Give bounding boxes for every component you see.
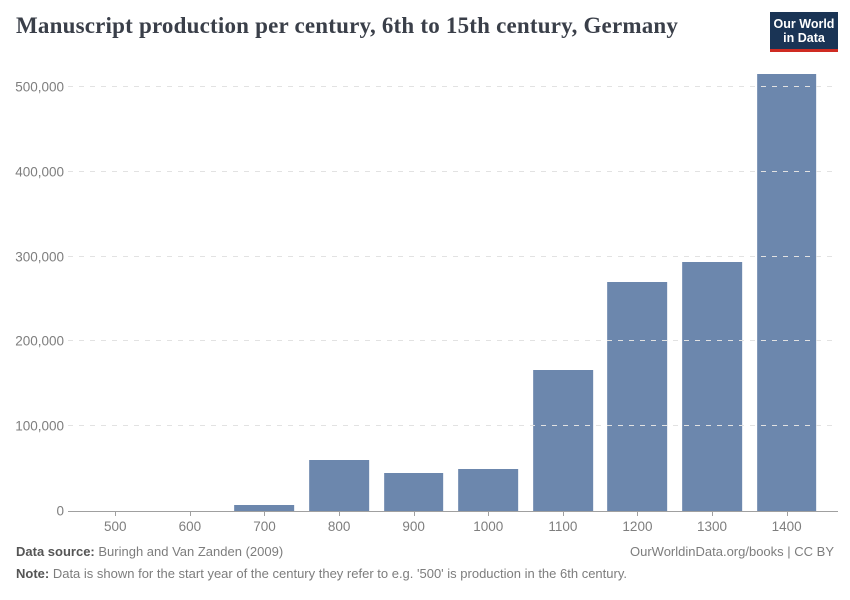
- bar-1400[interactable]: [756, 74, 817, 511]
- note-label: Note:: [16, 566, 50, 581]
- bar-group-900: 900: [376, 60, 451, 534]
- bar-group-1300: 1300: [675, 60, 750, 534]
- x-axis-tick-label: 700: [253, 519, 276, 534]
- bar-group-700: 700: [227, 60, 302, 534]
- bar-group-600: 600: [153, 60, 228, 534]
- y-axis-tick-label: 0: [56, 503, 64, 519]
- y-axis: 0 100,000 200,000 300,000 400,000 500,000: [0, 60, 64, 519]
- x-axis-tick-label: 500: [104, 519, 127, 534]
- bar-chart: 0 100,000 200,000 300,000 400,000 500,000 500…: [0, 60, 850, 540]
- x-axis-tick: [712, 512, 714, 516]
- x-axis-tick: [339, 512, 341, 516]
- x-axis-tick-label: 1400: [771, 519, 802, 534]
- bar-bands: 500 600 700 800 900 1000 1100 1200 1300 1400: [78, 60, 824, 534]
- bar-900[interactable]: [383, 472, 444, 511]
- plot-area: 500 600 700 800 900 1000 1100 1200 1300 1400: [68, 60, 838, 534]
- y-axis-tick-label: 500,000: [15, 79, 64, 95]
- data-source-label: Data source:: [16, 544, 95, 559]
- x-axis-tick-label: 900: [402, 519, 425, 534]
- gridline-400000: [68, 170, 838, 172]
- x-axis-tick-label: 1200: [622, 519, 653, 534]
- bar-group-500: 500: [78, 60, 153, 534]
- x-axis-tick: [413, 512, 415, 516]
- x-axis-tick: [115, 512, 117, 516]
- x-axis-tick-label: 1300: [697, 519, 728, 534]
- footer-note: Note: Data is shown for the start year o…: [16, 566, 834, 582]
- owid-logo-stripe: [770, 49, 838, 52]
- bar-1300[interactable]: [682, 261, 742, 511]
- bar-group-800: 800: [302, 60, 377, 534]
- x-axis-tick-label: 1100: [548, 519, 578, 534]
- credit-link[interactable]: OurWorldinData.org/books | CC BY: [630, 544, 834, 559]
- bar-group-1100: 1100: [526, 60, 601, 534]
- bar-1200[interactable]: [607, 282, 668, 511]
- note-text: Data is shown for the start year of the …: [49, 566, 627, 581]
- y-axis-tick-label: 200,000: [15, 333, 64, 349]
- x-axis-tick-label: 1000: [473, 519, 504, 534]
- bar-group-1400: 1400: [749, 60, 824, 534]
- y-axis-tick-label: 100,000: [15, 418, 64, 434]
- gridline-300000: [68, 255, 838, 257]
- chart-title: Manuscript production per century, 6th t…: [16, 13, 679, 38]
- chart-footer: Data source: Buringh and Van Zanden (200…: [16, 544, 834, 582]
- bar-1100[interactable]: [533, 370, 593, 511]
- x-axis-tick: [786, 512, 788, 516]
- bar-700[interactable]: [234, 504, 295, 511]
- x-axis-tick: [264, 512, 266, 516]
- bar-group-1000: 1000: [451, 60, 526, 534]
- gridline-500000: [68, 86, 838, 88]
- x-axis-tick: [637, 512, 639, 516]
- gridline-200000: [68, 340, 838, 342]
- data-source-text: Buringh and Van Zanden (2009): [94, 544, 284, 559]
- x-axis-tick: [189, 512, 191, 516]
- x-axis-tick-label: 600: [178, 519, 202, 534]
- data-source: Data source: Buringh and Van Zanden (200…: [16, 544, 283, 560]
- x-axis-tick: [562, 512, 564, 516]
- gridline-100000: [68, 425, 838, 427]
- owid-logo[interactable]: Our World in Data: [770, 12, 838, 52]
- y-axis-tick-label: 300,000: [15, 249, 64, 265]
- bar-1000[interactable]: [458, 469, 519, 511]
- footer-source-row: Data source: Buringh and Van Zanden (200…: [16, 544, 834, 560]
- owid-logo-line1: Our World: [773, 17, 835, 31]
- x-axis-tick: [488, 512, 490, 516]
- bar-group-1200: 1200: [600, 60, 675, 534]
- owid-logo-box: Our World in Data: [770, 12, 838, 49]
- bar-800[interactable]: [309, 460, 369, 511]
- owid-logo-line2: in Data: [783, 31, 825, 45]
- y-axis-tick-label: 400,000: [15, 164, 64, 180]
- x-axis-tick-label: 800: [327, 519, 351, 534]
